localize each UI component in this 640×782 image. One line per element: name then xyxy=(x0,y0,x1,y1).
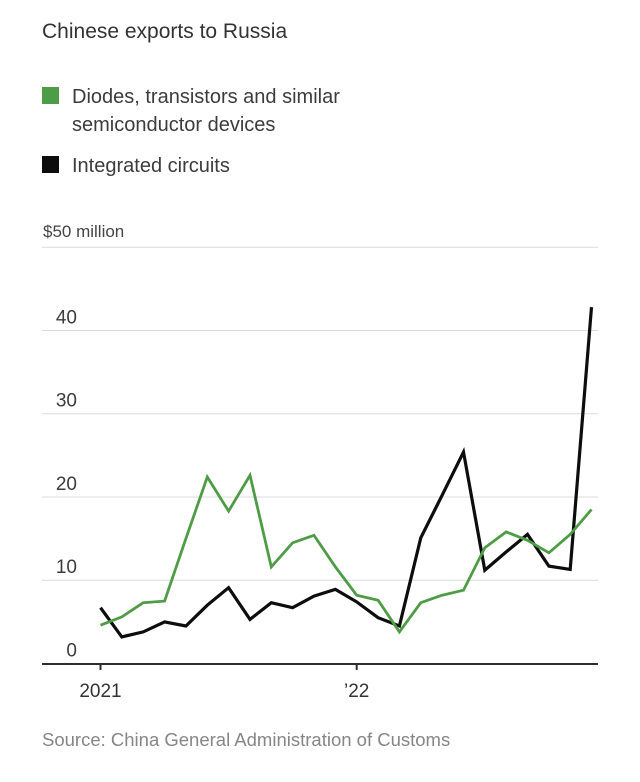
legend-item-integrated-circuits: Integrated circuits xyxy=(42,152,382,180)
x-tick-label-2021: 2021 xyxy=(79,681,121,702)
legend-swatch-diodes-icon xyxy=(42,87,59,104)
legend-label-diodes: Diodes, transistors and similar semicond… xyxy=(72,86,340,136)
source-note: Source: China General Administration of … xyxy=(42,729,451,750)
legend: Diodes, transistors and similar semicond… xyxy=(42,83,382,193)
y-axis-unit-label: $50 million xyxy=(43,222,125,241)
legend-item-diodes: Diodes, transistors and similar semicond… xyxy=(42,83,382,139)
x-tick-label-’22: ’22 xyxy=(344,681,369,702)
y-tick-label-20: 20 xyxy=(56,474,77,495)
chart-title: Chinese exports to Russia xyxy=(42,20,288,43)
legend-swatch-integrated-circuits-icon xyxy=(42,156,59,173)
y-tick-label-10: 10 xyxy=(56,557,77,578)
y-tick-label-40: 40 xyxy=(56,307,77,328)
series-line-diodes xyxy=(99,471,593,635)
legend-label-integrated-circuits: Integrated circuits xyxy=(72,155,230,177)
y-tick-label-0: 0 xyxy=(66,641,77,662)
y-tick-label-30: 30 xyxy=(56,391,77,412)
series-line-integrated-circuits xyxy=(99,306,594,639)
